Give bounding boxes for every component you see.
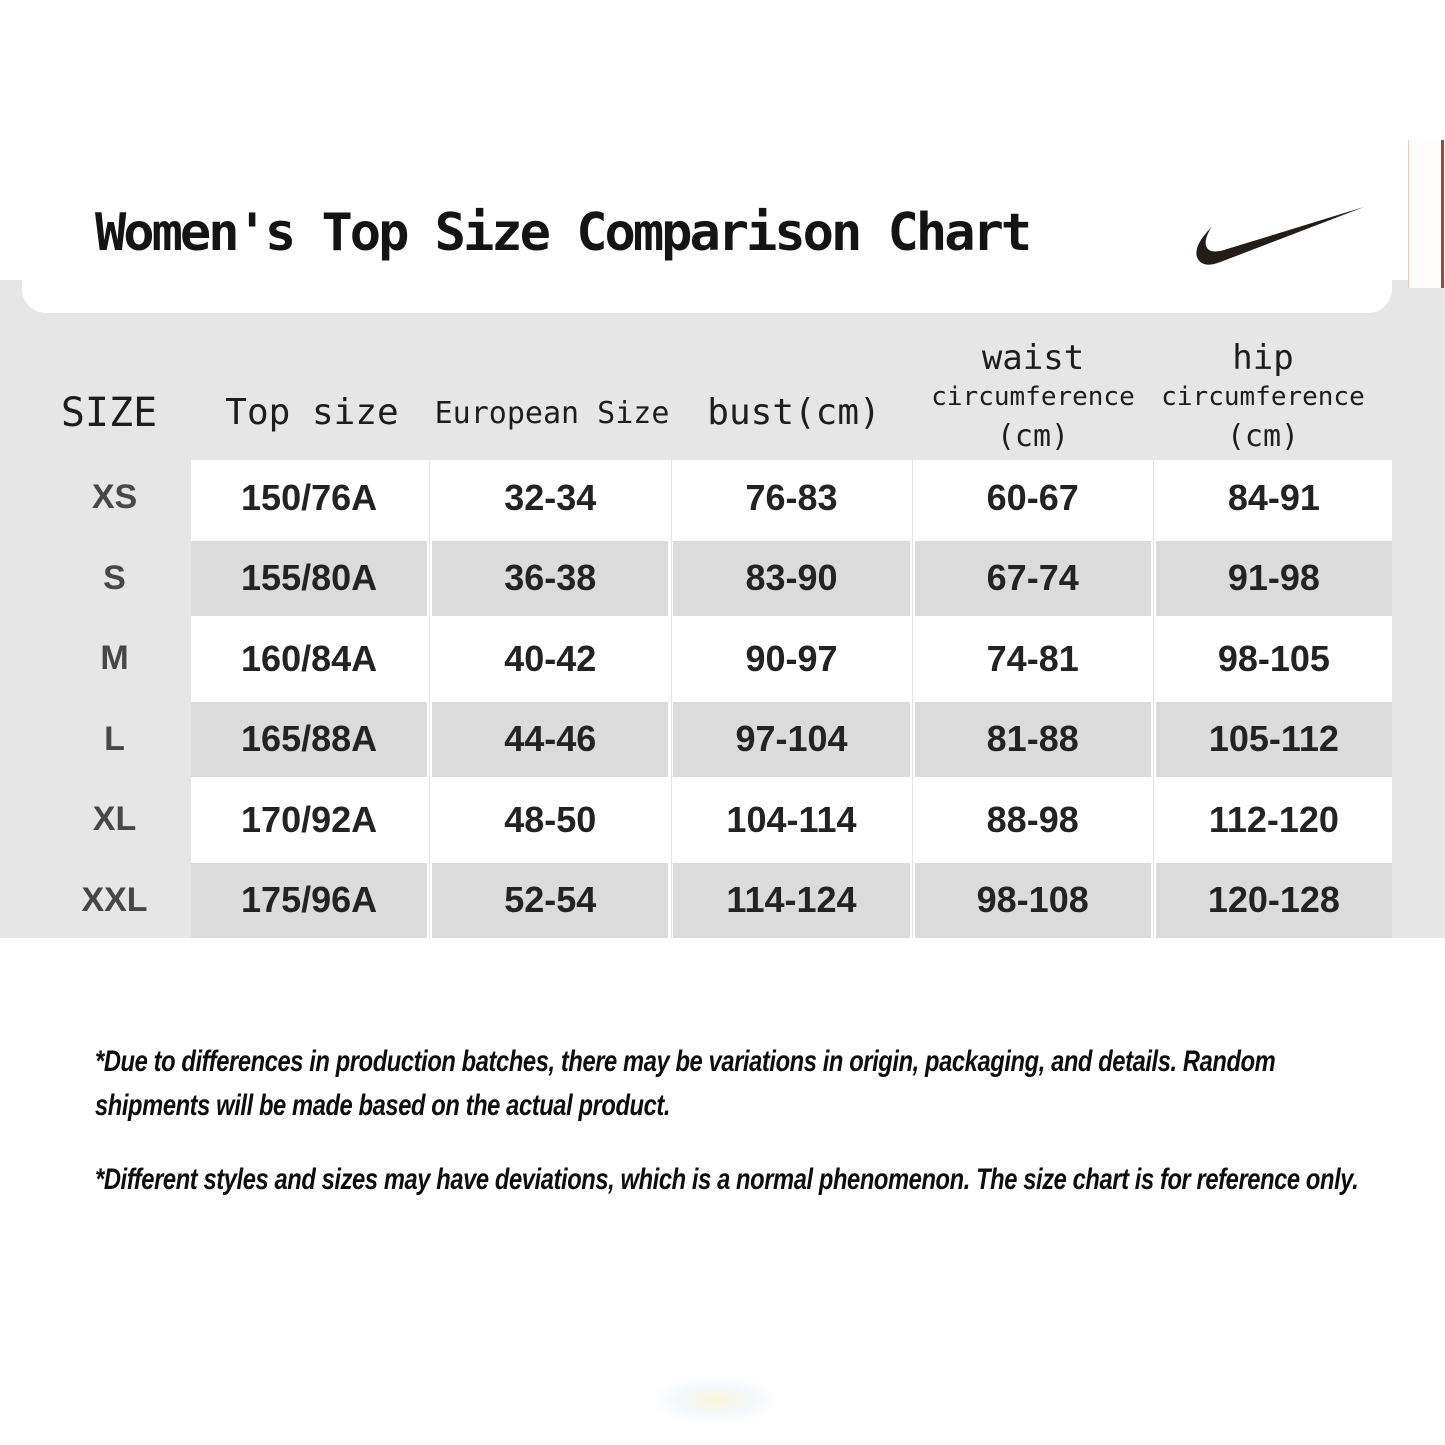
- table-cell: 175/96A: [191, 862, 428, 938]
- table-cell: 84-91: [1227, 476, 1320, 518]
- column-header-european-size: European Size: [434, 396, 670, 431]
- circumference-label: circumference: [1161, 382, 1365, 412]
- table-cell: 81-88: [914, 701, 1151, 777]
- row-label: XL: [92, 800, 137, 839]
- column-header-size: SIZE: [60, 390, 158, 436]
- table-cell: 160/84A: [241, 637, 378, 679]
- table-cell: 83-90: [673, 540, 910, 616]
- table-cell: 98-108: [914, 862, 1151, 938]
- footnote-size-deviation: *Different styles and sizes may have dev…: [95, 1163, 1359, 1196]
- column-header-bust: bust(cm): [707, 392, 881, 433]
- table-cell: 120-128: [1155, 862, 1392, 938]
- cropped-red-border-artifact: [1408, 140, 1444, 288]
- table-cell: 98-105: [1217, 637, 1330, 679]
- hip-label: hip: [1232, 338, 1294, 378]
- table-cell: 165/88A: [191, 701, 428, 777]
- row-label: XXL: [81, 880, 148, 919]
- table-cell: 74-81: [986, 637, 1079, 679]
- footnote-production-batches: *Due to differences in production batche…: [95, 1045, 1276, 1122]
- table-cell: 170/92A: [241, 798, 378, 840]
- column-header-top-size: Top size: [225, 392, 399, 433]
- table-cell: 67-74: [914, 540, 1151, 616]
- table-cell: 88-98: [986, 798, 1079, 840]
- circumference-label: circumference: [931, 382, 1135, 412]
- size-table: 150/76A 32-34 76-83 60-67 84-91 155/80A …: [191, 460, 1392, 938]
- cm-unit-label: (cm): [1226, 419, 1300, 454]
- column-header-waist: waist circumference (cm): [931, 338, 1135, 458]
- table-cell: 60-67: [986, 476, 1079, 518]
- row-label: L: [104, 719, 125, 758]
- table-cell: 44-46: [432, 701, 669, 777]
- table-cell: 91-98: [1155, 540, 1392, 616]
- column-separator: [429, 460, 430, 938]
- table-cell: 36-38: [432, 540, 669, 616]
- table-cell: 32-34: [504, 476, 597, 518]
- row-label: XS: [91, 478, 138, 517]
- column-separator: [912, 460, 913, 938]
- row-label: S: [103, 558, 126, 597]
- column-separator: [1153, 460, 1154, 938]
- column-separator: [671, 460, 672, 938]
- table-cell: 40-42: [504, 637, 597, 679]
- page-title: Women's Top Size Comparison Chart: [95, 203, 1032, 263]
- size-row-labels: XS S M L XL XXL: [0, 460, 191, 938]
- nike-swoosh-icon: [1196, 206, 1365, 265]
- title-card: [22, 0, 1392, 313]
- table-cell: 48-50: [504, 798, 597, 840]
- cm-unit-label: (cm): [996, 419, 1070, 454]
- column-header-hip: hip circumference (cm): [1161, 338, 1365, 458]
- table-cell: 52-54: [432, 862, 669, 938]
- table-cell: 76-83: [745, 476, 838, 518]
- table-cell: 105-112: [1155, 701, 1392, 777]
- faint-watermark: [655, 1378, 775, 1422]
- table-cell: 155/80A: [191, 540, 428, 616]
- table-cell: 150/76A: [241, 476, 378, 518]
- table-cell: 114-124: [673, 862, 910, 938]
- table-cell: 97-104: [673, 701, 910, 777]
- waist-label: waist: [981, 338, 1085, 378]
- table-cell: 90-97: [745, 637, 838, 679]
- table-cell: 104-114: [726, 798, 857, 840]
- table-cell: 112-120: [1208, 798, 1339, 840]
- row-label: M: [100, 639, 129, 678]
